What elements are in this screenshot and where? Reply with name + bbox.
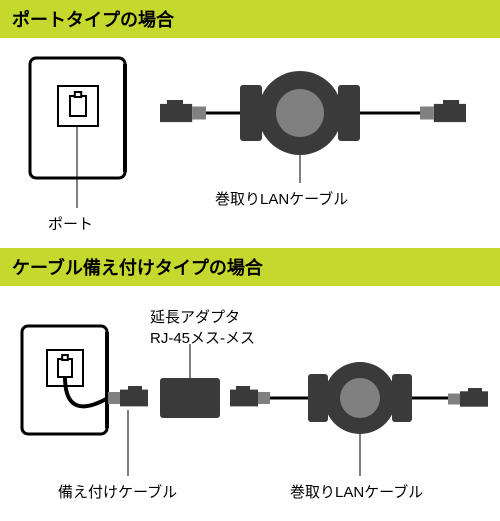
label-adapter: 延長アダプタRJ-45メス-メス [150,306,255,348]
label-retractable-1: 巻取りLANケーブル [215,188,348,209]
label-port: ポート [48,213,93,234]
header-port-type: ポートタイプの場合 [0,0,500,38]
header-builtin-type: ケーブル備え付けタイプの場合 [0,248,500,286]
label-retractable-2: 巻取りLANケーブル [290,481,423,502]
label-builtin-cable: 備え付けケーブル [58,481,177,502]
